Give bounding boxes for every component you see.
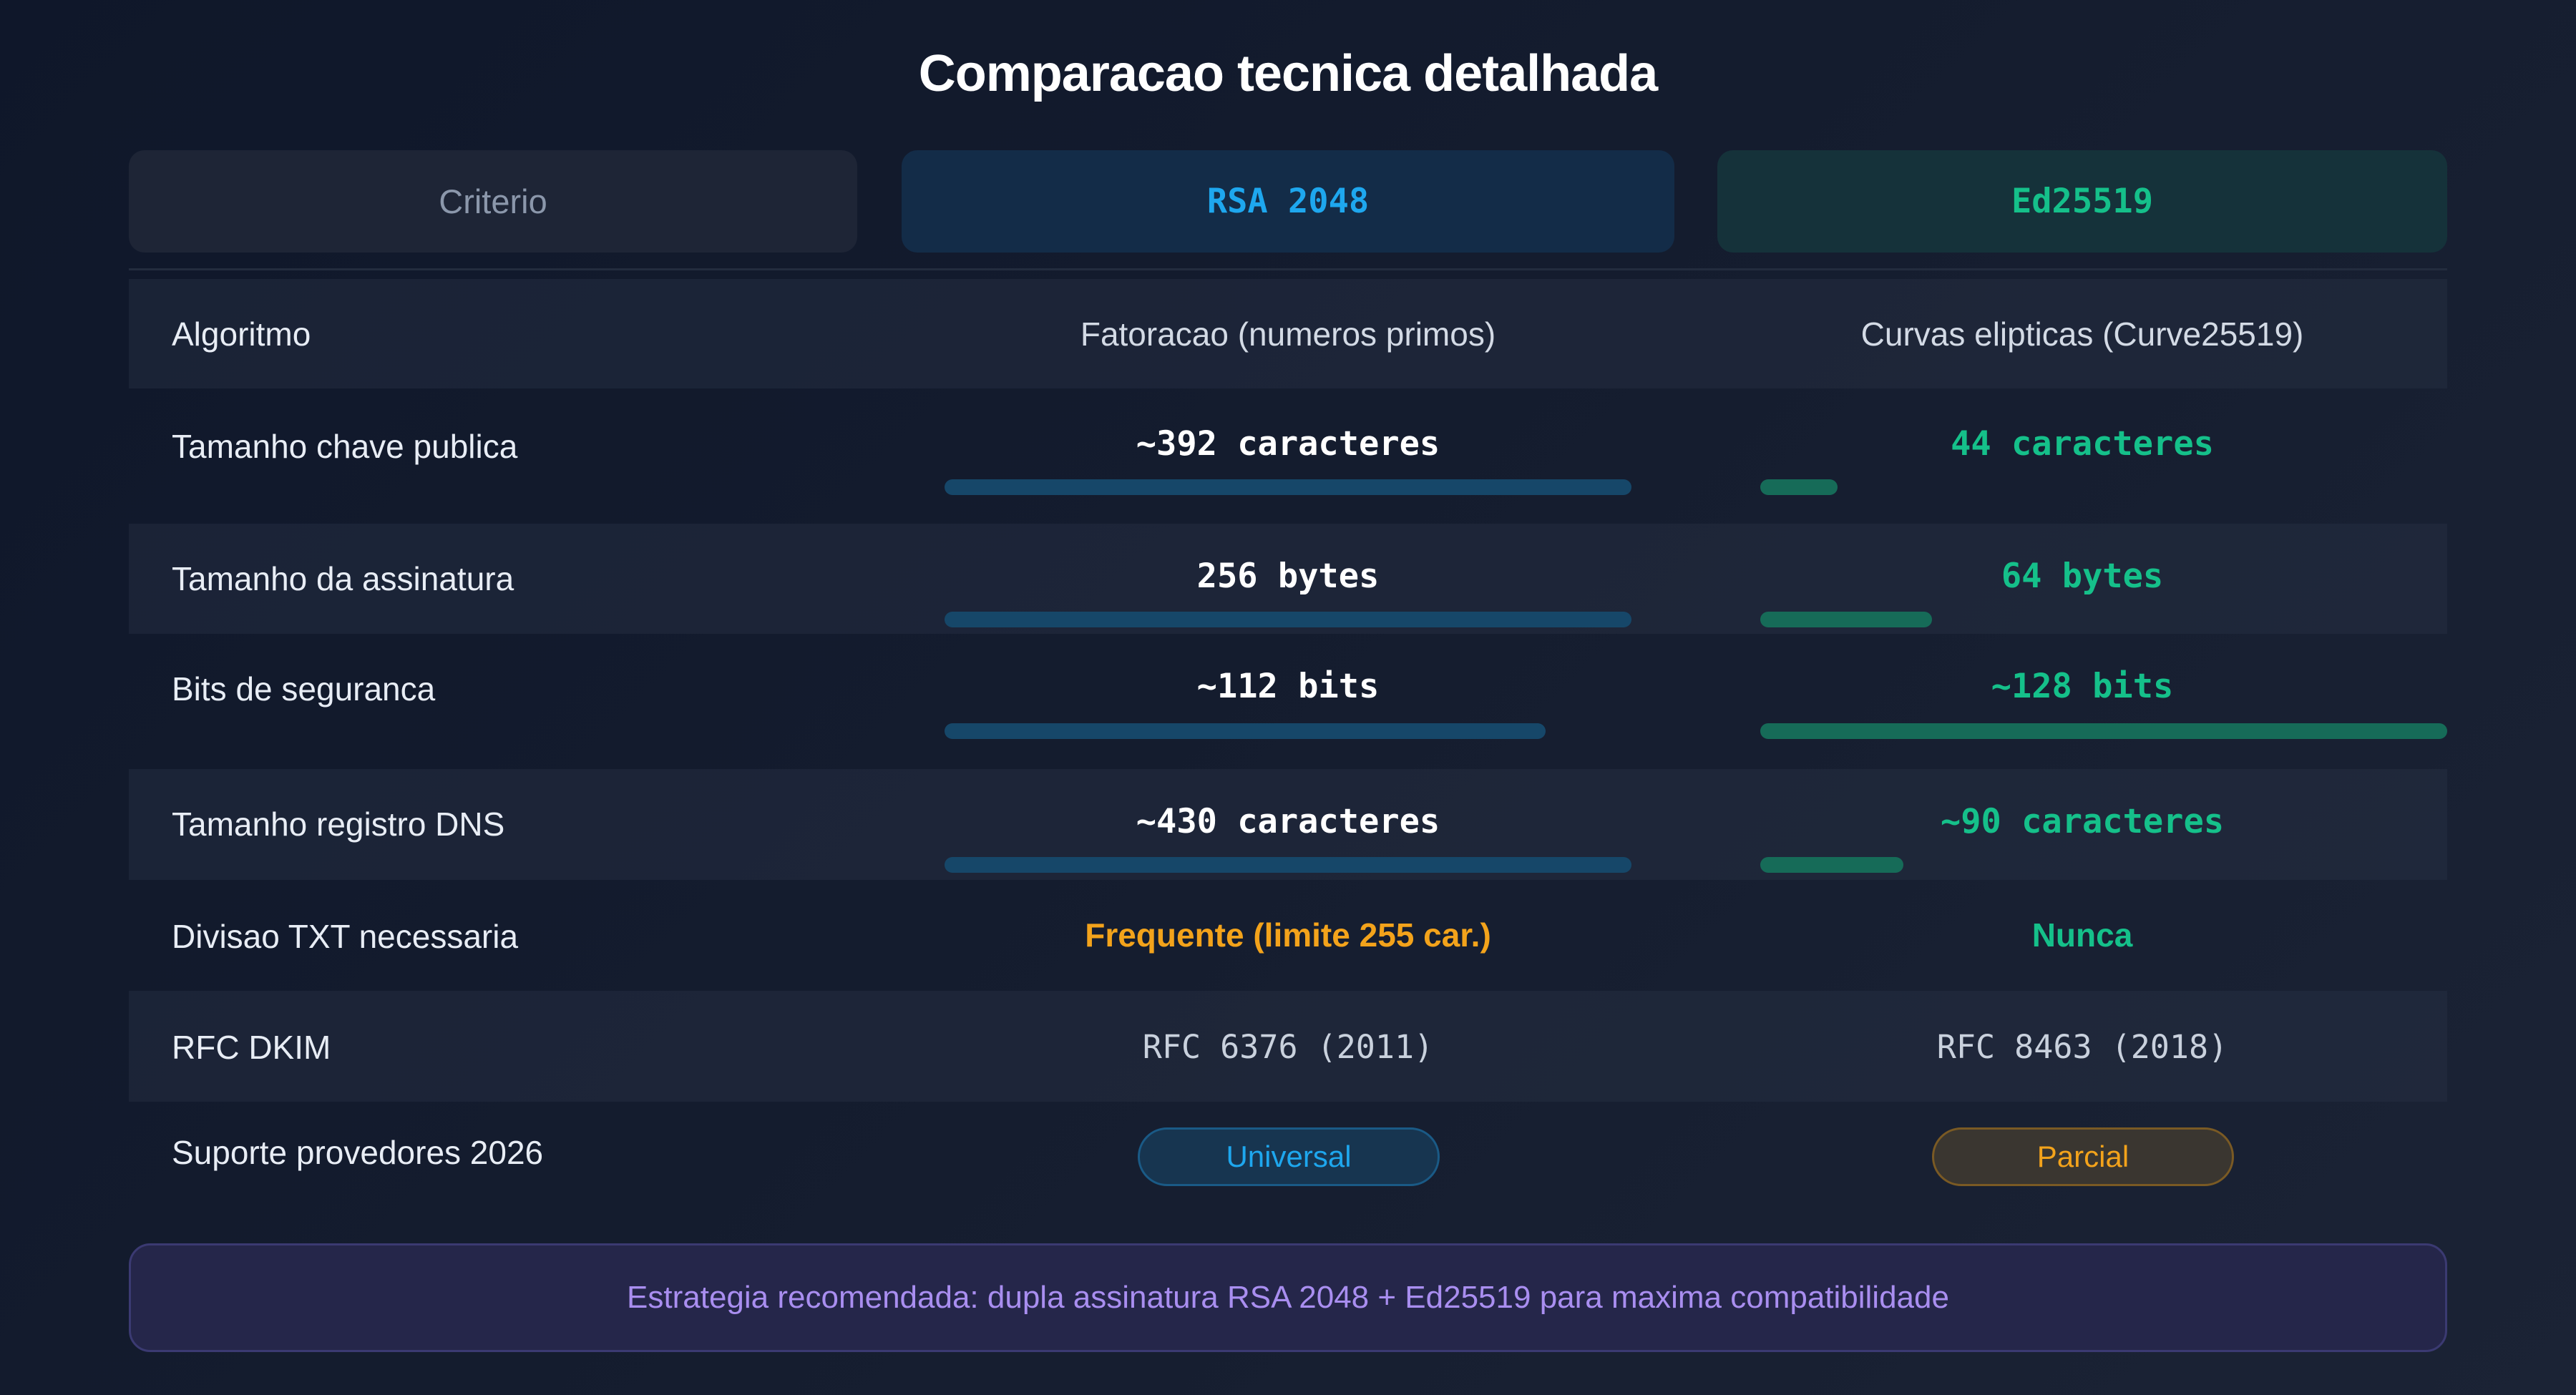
row-label: Tamanho registro DNS bbox=[172, 806, 505, 843]
table-row-security-bits: Bits de seguranca ~112 bits ~128 bits bbox=[129, 634, 2447, 769]
table-row-txt-split: Divisao TXT necessaria Frequente (limite… bbox=[129, 880, 2447, 991]
rsa-bar bbox=[945, 479, 1631, 495]
rsa-value: Fatoracao (numeros primos) bbox=[1080, 315, 1496, 353]
rsa-bar bbox=[945, 723, 1546, 739]
header-rsa: RSA 2048 bbox=[902, 150, 1674, 253]
recommendation-banner: Estrategia recomendada: dupla assinatura… bbox=[129, 1243, 2447, 1352]
row-label: Divisao TXT necessaria bbox=[172, 918, 519, 955]
rsa-bar bbox=[945, 612, 1631, 627]
rsa-value: ~112 bits bbox=[1196, 667, 1380, 706]
table-row-algorithm: Algoritmo Fatoracao (numeros primos) Cur… bbox=[129, 279, 2447, 388]
row-label: Algoritmo bbox=[172, 315, 311, 353]
ed-value: 44 caracteres bbox=[1951, 424, 2214, 464]
row-label: Suporte provedores 2026 bbox=[172, 1134, 544, 1171]
status-badge-universal: Universal bbox=[1138, 1127, 1440, 1186]
table-row-public-key-size: Tamanho chave publica ~392 caracteres 44… bbox=[129, 388, 2447, 524]
rsa-bar bbox=[945, 857, 1631, 873]
ed-bar bbox=[1760, 479, 1838, 495]
header-ed25519: Ed25519 bbox=[1717, 150, 2447, 253]
row-label: Tamanho chave publica bbox=[172, 428, 518, 465]
row-label: RFC DKIM bbox=[172, 1029, 331, 1066]
rsa-value: ~430 caracteres bbox=[1136, 802, 1440, 841]
ed-bar bbox=[1760, 723, 2447, 739]
ed-value: RFC 8463 (2018) bbox=[1936, 1028, 2228, 1066]
ed-value: ~128 bits bbox=[1991, 667, 2174, 706]
ed-value: Curvas elipticas (Curve25519) bbox=[1860, 315, 2304, 353]
header-divider bbox=[129, 268, 2447, 270]
ed-value: Nunca bbox=[2031, 916, 2133, 954]
rsa-value: Frequente (limite 255 car.) bbox=[1085, 916, 1491, 954]
table-row-rfc-dkim: RFC DKIM RFC 6376 (2011) RFC 8463 (2018) bbox=[129, 991, 2447, 1102]
ed-value: ~90 caracteres bbox=[1940, 802, 2225, 841]
status-badge-partial: Parcial bbox=[1932, 1127, 2234, 1186]
table-row-dns-record-size: Tamanho registro DNS ~430 caracteres ~90… bbox=[129, 769, 2447, 880]
rsa-value: 256 bytes bbox=[1196, 557, 1380, 596]
ed-bar bbox=[1760, 857, 1903, 873]
ed-bar bbox=[1760, 612, 1932, 627]
header-criterion: Criterio bbox=[129, 150, 857, 253]
rsa-value: RFC 6376 (2011) bbox=[1142, 1028, 1434, 1066]
rsa-value: ~392 caracteres bbox=[1136, 424, 1440, 464]
table-row-provider-support: Suporte provedores 2026 Universal Parcia… bbox=[129, 1102, 2447, 1223]
row-label: Bits de seguranca bbox=[172, 670, 436, 708]
ed-value: 64 bytes bbox=[2001, 557, 2164, 596]
page-title: Comparacao tecnica detalhada bbox=[918, 45, 1658, 102]
row-label: Tamanho da assinatura bbox=[172, 560, 514, 597]
table-row-signature-size: Tamanho da assinatura 256 bytes 64 bytes bbox=[129, 524, 2447, 634]
